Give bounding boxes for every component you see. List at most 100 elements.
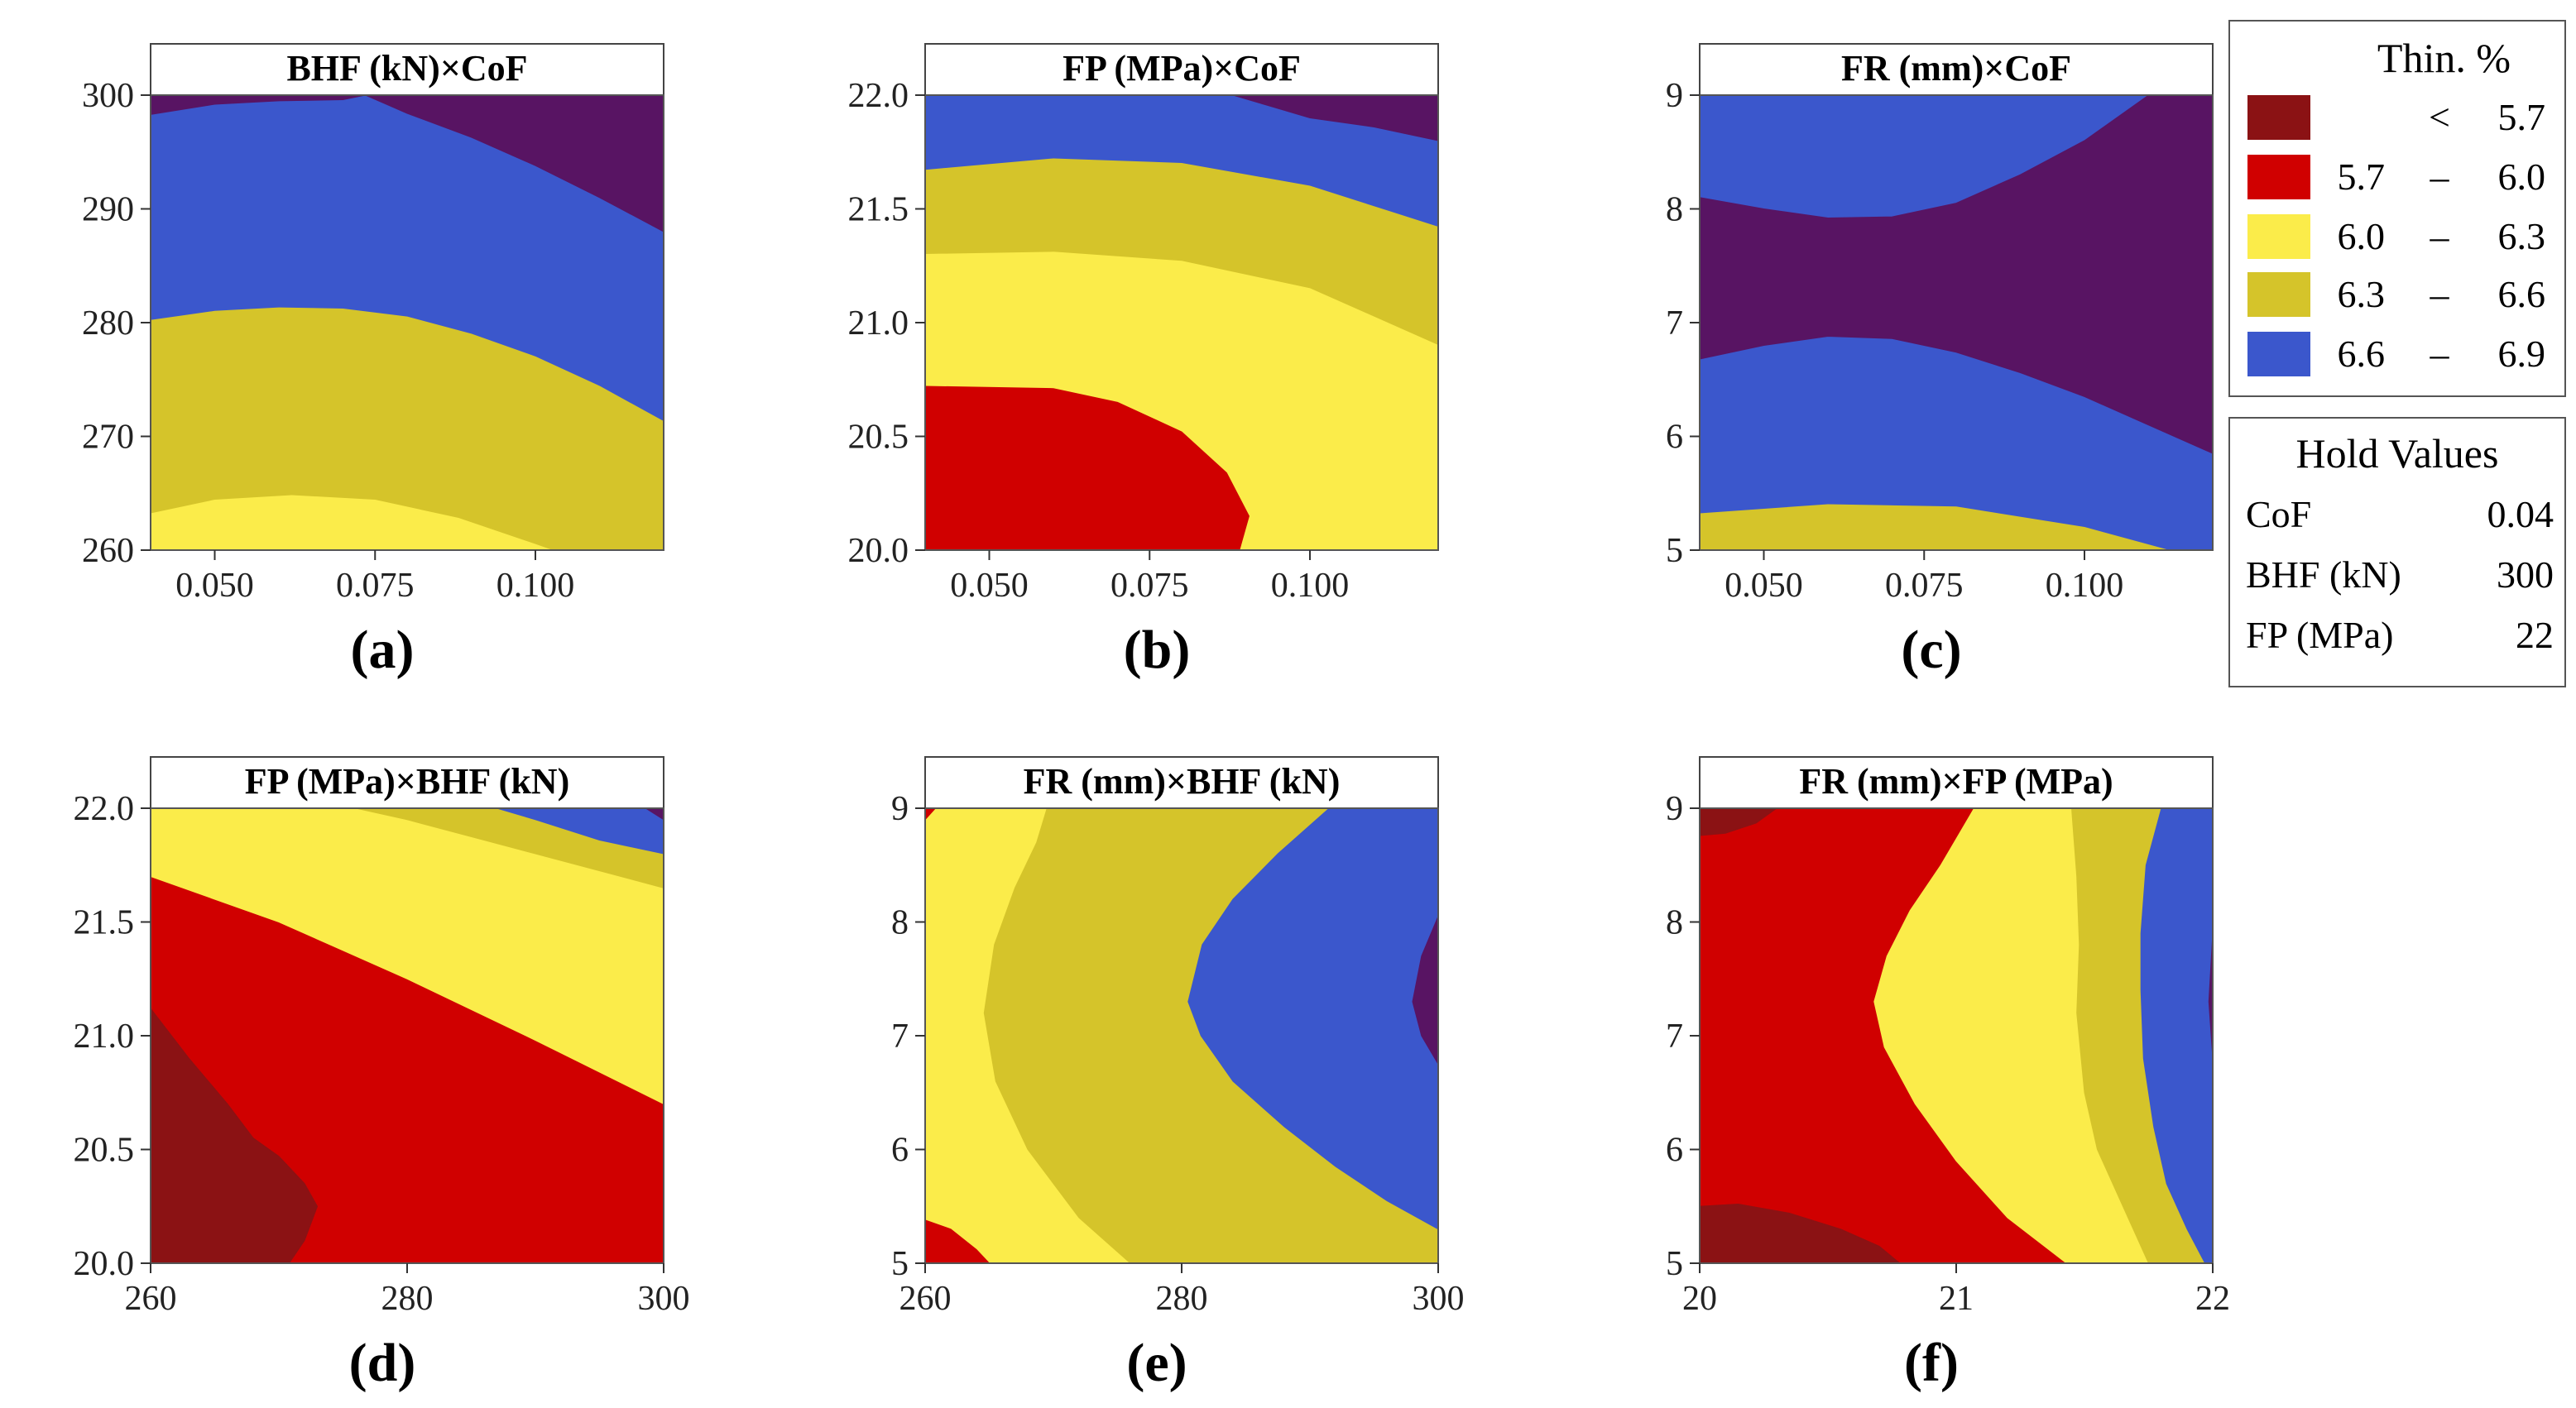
hold-value-name: CoF bbox=[2246, 493, 2311, 535]
contour-region-level-0 bbox=[1700, 808, 1777, 836]
legend-swatch bbox=[2247, 95, 2310, 140]
contour-regions bbox=[1700, 95, 2213, 550]
legend-op: – bbox=[2430, 156, 2450, 198]
contour-regions bbox=[925, 808, 1438, 1263]
y-tick-label: 280 bbox=[82, 304, 134, 342]
y-tick-label: 22.0 bbox=[848, 77, 909, 115]
x-tick-label: 280 bbox=[1156, 1280, 1208, 1318]
y-tick-label: 20.5 bbox=[848, 419, 909, 457]
y-tick-label: 21.0 bbox=[848, 304, 909, 342]
x-tick-label: 0.050 bbox=[175, 567, 254, 605]
panel-title: FR (mm)×BHF (kN) bbox=[1024, 761, 1341, 802]
x-tick-label: 0.100 bbox=[1271, 567, 1350, 605]
y-tick-label: 9 bbox=[1666, 790, 1683, 828]
legend-low: 6.3 bbox=[2338, 273, 2386, 315]
hold-value-number: 22 bbox=[2516, 614, 2554, 656]
contour-region-level-1 bbox=[925, 386, 1250, 550]
panel-a: BHF (kN)×CoF 260 270 280 290 300 0.050 0.075 0.1… bbox=[82, 43, 664, 680]
hold-values-frame bbox=[2228, 417, 2566, 687]
hold-value-number: 300 bbox=[2497, 553, 2554, 596]
y-tick-label: 22.0 bbox=[74, 790, 135, 828]
panel-title-box bbox=[924, 43, 1439, 96]
contour-region-level-2 bbox=[151, 808, 664, 1105]
panel-label: (e) bbox=[1126, 1333, 1187, 1393]
contour-region-level-0 bbox=[151, 1008, 319, 1263]
panel-e: FR (mm)×BHF (kN) 5 6 7 8 9 260 280 300 (e) bbox=[891, 756, 1465, 1393]
y-tick-label: 20.0 bbox=[74, 1245, 135, 1283]
contour-region-level-0 bbox=[1700, 1203, 1901, 1263]
y-tick-label: 7 bbox=[1666, 304, 1683, 342]
contour-region-level-5 bbox=[1412, 916, 1438, 1066]
panel-d: FP (MPa)×BHF (kN) 20.0 20.5 21.0 21.5 22.0 260… bbox=[74, 756, 690, 1393]
y-tick-label: 5 bbox=[891, 1245, 909, 1283]
panel-label: (c) bbox=[1901, 620, 1961, 680]
contour-region-level-5 bbox=[1700, 95, 2213, 454]
contour-panels: BHF (kN)×CoF 260 270 280 290 300 0.050 0.075 0.1… bbox=[74, 43, 2230, 1393]
y-tick-label: 21.5 bbox=[74, 904, 135, 942]
legend-high: 6.6 bbox=[2498, 273, 2546, 315]
y-tick-label: 290 bbox=[82, 191, 134, 229]
y-tick-label: 7 bbox=[891, 1018, 909, 1056]
y-tick-label: 21.5 bbox=[848, 191, 909, 229]
contour-region-level-1 bbox=[925, 1219, 991, 1263]
y-tick-label: 300 bbox=[82, 77, 134, 115]
x-tick-label: 0.075 bbox=[1111, 567, 1189, 605]
panel-title: FP (MPa)×CoF bbox=[1063, 48, 1301, 89]
panel-title: FR (mm)×CoF bbox=[1841, 48, 2071, 89]
panel-b: FP (MPa)×CoF 20.0 20.5 21.0 21.5 22.0 0.050 0.0… bbox=[848, 43, 1439, 680]
y-tick-label: 260 bbox=[82, 532, 134, 570]
x-tick-label: 260 bbox=[899, 1280, 952, 1318]
hold-values-box: Hold Values CoF 0.04 BHF (kN) 300 FP (MPa) 22 bbox=[2228, 417, 2566, 687]
y-tick-label: 6 bbox=[891, 1132, 909, 1170]
legend-high: 6.0 bbox=[2498, 156, 2546, 198]
x-tick-label: 22 bbox=[2195, 1280, 2230, 1318]
legend: Thin. % < 5.7 5.7 – 6.0 6.0 – 6.3 6.3 – 6.6 6.6 – 6.9 bbox=[2228, 20, 2566, 397]
panel-f: FR (mm)×FP (MPa) 5 6 7 8 9 20 21 22 (f) bbox=[1666, 756, 2230, 1393]
x-tick-label: 260 bbox=[125, 1280, 177, 1318]
x-tick-label: 0.100 bbox=[2046, 567, 2124, 605]
contour-region-level-1 bbox=[925, 808, 937, 821]
y-tick-label: 20.5 bbox=[74, 1132, 135, 1170]
contour-region-level-5 bbox=[151, 95, 366, 115]
legend-low: 6.0 bbox=[2338, 215, 2386, 257]
panel-label: (a) bbox=[351, 620, 415, 680]
legend-swatch bbox=[2247, 155, 2310, 199]
y-tick-label: 270 bbox=[82, 419, 134, 457]
panel-label: (d) bbox=[349, 1333, 416, 1393]
panel-label: (b) bbox=[1124, 620, 1191, 680]
panel-title-box bbox=[150, 756, 664, 809]
legend-swatch bbox=[2247, 214, 2310, 259]
y-tick-label: 8 bbox=[1666, 904, 1683, 942]
hold-value-number: 0.04 bbox=[2487, 493, 2554, 535]
contour-regions bbox=[151, 808, 664, 1263]
legend-title: Thin. % bbox=[2377, 35, 2511, 81]
contour-region-level-3 bbox=[1700, 504, 2168, 550]
legend-high: 5.7 bbox=[2498, 96, 2546, 138]
hold-value-name: FP (MPa) bbox=[2246, 614, 2394, 656]
y-tick-label: 9 bbox=[891, 790, 909, 828]
y-tick-label: 5 bbox=[1666, 1245, 1683, 1283]
hold-value-name: BHF (kN) bbox=[2246, 553, 2401, 596]
legend-op: < bbox=[2429, 96, 2450, 138]
contour-regions bbox=[925, 95, 1438, 550]
panel-label: (f) bbox=[1904, 1333, 1959, 1393]
y-tick-label: 8 bbox=[891, 904, 909, 942]
contour-regions bbox=[151, 95, 664, 550]
contour-region-level-3 bbox=[151, 808, 664, 888]
contour-region-level-5 bbox=[1232, 95, 1438, 141]
x-tick-label: 300 bbox=[638, 1280, 690, 1318]
y-tick-label: 6 bbox=[1666, 419, 1683, 457]
x-tick-label: 0.075 bbox=[1885, 567, 1964, 605]
y-tick-label: 20.0 bbox=[848, 532, 909, 570]
legend-high: 6.9 bbox=[2498, 333, 2546, 375]
x-tick-label: 300 bbox=[1413, 1280, 1465, 1318]
panel-title-box bbox=[1699, 756, 2214, 809]
y-tick-label: 8 bbox=[1666, 191, 1683, 229]
panel-title: FP (MPa)×BHF (kN) bbox=[245, 761, 569, 802]
y-tick-label: 9 bbox=[1666, 77, 1683, 115]
contour-region-level-4 bbox=[496, 808, 664, 855]
contour-region-level-3 bbox=[151, 307, 664, 550]
contour-region-level-5 bbox=[2208, 933, 2213, 1059]
panel-title: BHF (kN)×CoF bbox=[286, 48, 527, 89]
